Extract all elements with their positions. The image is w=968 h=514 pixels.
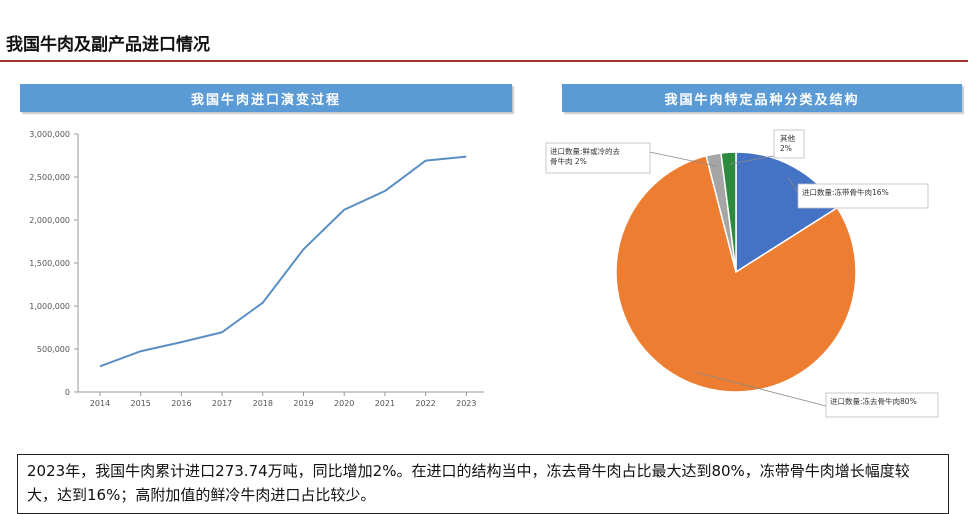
x-tick-label: 2021 (375, 399, 395, 408)
y-tick-label: 0 (65, 388, 70, 397)
x-tick-label: 2015 (131, 399, 151, 408)
x-tick-label: 2019 (293, 399, 313, 408)
y-tick-label: 2,000,000 (29, 216, 70, 225)
x-tick-label: 2016 (171, 399, 191, 408)
pie-label: 进口数量:冻去骨牛肉80% (830, 396, 917, 406)
x-tick-label: 2018 (253, 399, 273, 408)
x-tick-label: 2022 (415, 399, 435, 408)
y-tick-label: 1,000,000 (29, 302, 70, 311)
series-line (100, 157, 466, 367)
x-tick-label: 2023 (456, 399, 476, 408)
x-tick-label: 2017 (212, 399, 232, 408)
y-tick-label: 500,000 (37, 345, 70, 354)
x-tick-label: 2014 (90, 399, 110, 408)
summary-text: 2023年，我国牛肉累计进口273.74万吨，同比增加2%。在进口的结构当中，冻… (17, 454, 949, 514)
y-tick-label: 2,500,000 (29, 173, 70, 182)
y-tick-label: 1,500,000 (29, 259, 70, 268)
pie-label: 进口数量:冻带骨牛肉16% (802, 187, 889, 197)
y-tick-label: 3,000,000 (29, 130, 70, 139)
x-tick-label: 2020 (334, 399, 354, 408)
